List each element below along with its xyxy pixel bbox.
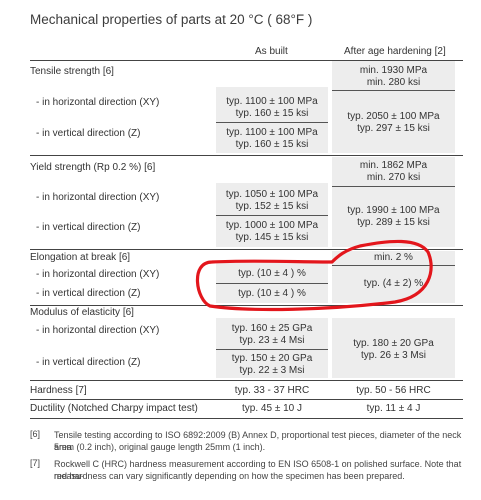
yield-after-typ-ksi: typ. 289 ± 15 ksi xyxy=(357,217,430,228)
row-rule-modulus xyxy=(30,380,463,381)
yield-after-min-mpa: min. 1862 MPa xyxy=(359,160,428,171)
page-title: Mechanical properties of parts at 20 °C … xyxy=(30,12,313,27)
ductility-after: typ. 11 ± 4 J xyxy=(366,403,421,414)
row-rule-elongation xyxy=(30,305,463,306)
yield-as-built-divider xyxy=(216,215,328,216)
modulus-after-msi: typ. 26 ± 3 Msi xyxy=(361,350,426,361)
yield-vertical-label: - in vertical direction (Z) xyxy=(36,222,141,233)
modulus-vertical-msi: typ. 22 ± 3 Msi xyxy=(239,365,305,376)
tensile-after-typ-ksi: typ. 297 ± 15 ksi xyxy=(357,123,430,134)
yield-after-shade xyxy=(332,157,455,247)
col-header-as-built: As built xyxy=(255,46,288,57)
elongation-vertical-label: - in vertical direction (Z) xyxy=(36,288,141,299)
tensile-vertical-mpa: typ. 1100 ± 100 MPa xyxy=(226,127,318,138)
tensile-as-built-shade xyxy=(216,87,328,153)
row-rule-tensile xyxy=(30,155,463,156)
modulus-horizontal-gpa: typ. 160 ± 25 GPa xyxy=(231,323,313,334)
modulus-label: Modulus of elasticity [6] xyxy=(30,307,134,318)
tensile-vertical-ksi: typ. 160 ± 15 ksi xyxy=(235,139,309,150)
elongation-after-typ: typ. (4 ± 2) % xyxy=(363,278,424,289)
yield-vertical-mpa: typ. 1000 ± 100 MPa xyxy=(225,220,319,231)
tensile-label: Tensile strength [6] xyxy=(30,66,114,77)
header-rule xyxy=(30,60,463,61)
tensile-vertical-label: - in vertical direction (Z) xyxy=(36,128,141,139)
tensile-horizontal-ksi: typ. 160 ± 15 ksi xyxy=(235,108,309,119)
yield-vertical-ksi: typ. 145 ± 15 ksi xyxy=(235,232,309,243)
elongation-as-built-divider xyxy=(216,283,328,284)
red-circle-stroke xyxy=(195,239,433,312)
modulus-after-shade xyxy=(332,318,455,378)
yield-horizontal-mpa: typ. 1050 ± 100 MPa xyxy=(225,189,319,200)
tensile-horizontal-mpa: typ. 1100 ± 100 MPa xyxy=(226,96,318,107)
elongation-label: Elongation at break [6] xyxy=(30,252,131,263)
elongation-vertical-value: typ. (10 ± 4 ) % xyxy=(238,288,306,299)
yield-horizontal-ksi: typ. 152 ± 15 ksi xyxy=(235,201,309,212)
elongation-after-shade xyxy=(332,251,455,303)
footnote-6-line-1: Tensile testing according to ISO 6892:20… xyxy=(54,430,462,452)
elongation-horizontal-value: typ. (10 ± 4 ) % xyxy=(238,268,306,279)
row-rule-hardness xyxy=(30,399,463,400)
modulus-vertical-gpa: typ. 150 ± 20 GPa xyxy=(231,353,313,364)
yield-after-divider xyxy=(332,186,455,187)
tensile-after-divider xyxy=(332,90,455,91)
elongation-horizontal-label: - in horizontal direction (XY) xyxy=(36,269,160,280)
footnote-6-number: [6] xyxy=(30,429,41,439)
yield-label: Yield strength (Rp 0.2 %) [6] xyxy=(30,162,156,173)
footnote-7-number: [7] xyxy=(30,458,41,468)
col-header-after-age: After age hardening [2] xyxy=(344,46,446,57)
tensile-after-min-ksi: min. 280 ksi xyxy=(366,77,421,88)
modulus-horizontal-msi: typ. 23 ± 4 Msi xyxy=(239,335,305,346)
modulus-vertical-label: - in vertical direction (Z) xyxy=(36,357,141,368)
tensile-after-typ-mpa: typ. 2050 ± 100 MPa xyxy=(347,111,440,122)
hardness-label: Hardness [7] xyxy=(30,385,87,396)
modulus-after-gpa: typ. 180 ± 20 GPa xyxy=(353,338,434,349)
ductility-label: Ductility (Notched Charpy impact test) xyxy=(30,403,198,414)
row-rule-yield xyxy=(30,249,463,250)
yield-after-typ-mpa: typ. 1990 ± 100 MPa xyxy=(347,205,440,216)
modulus-as-built-divider xyxy=(216,349,328,350)
yield-horizontal-label: - in horizontal direction (XY) xyxy=(36,192,160,203)
tensile-after-min-mpa: min. 1930 MPa xyxy=(359,65,428,76)
footnote-7-line-1: Rockwell C (HRC) hardness measurement ac… xyxy=(54,459,462,481)
row-rule-ductility xyxy=(30,418,463,419)
modulus-as-built-shade xyxy=(216,318,328,378)
yield-after-min-ksi: min. 270 ksi xyxy=(366,172,421,183)
tensile-as-built-divider xyxy=(216,122,328,123)
tensile-horizontal-label: - in horizontal direction (XY) xyxy=(36,97,160,108)
tensile-after-shade xyxy=(332,61,455,153)
hardness-as-built: typ. 33 - 37 HRC xyxy=(234,385,310,396)
ductility-as-built: typ. 45 ± 10 J xyxy=(242,403,302,414)
elongation-after-min: min. 2 % xyxy=(374,252,413,263)
elongation-after-divider xyxy=(332,265,455,266)
modulus-horizontal-label: - in horizontal direction (XY) xyxy=(36,325,160,336)
footnote-6-line-2: 5mm (0.2 inch), original gauge length 25… xyxy=(54,442,266,452)
hardness-after: typ. 50 - 56 HRC xyxy=(356,385,431,396)
footnote-7-line-2: red hardness can vary significantly depe… xyxy=(54,471,405,481)
